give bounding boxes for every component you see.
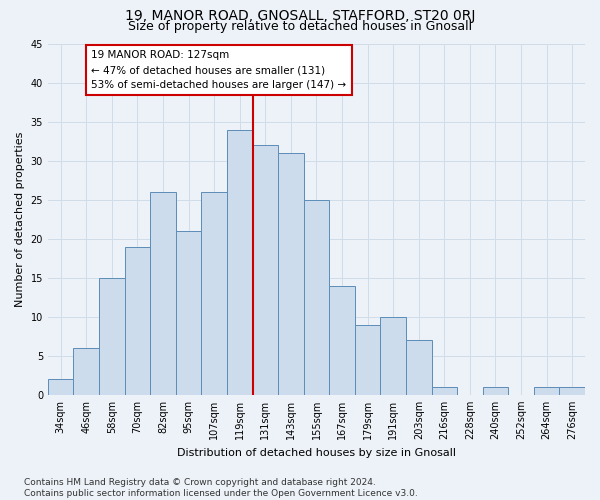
Bar: [48, 379, 73, 395]
Bar: [534, 387, 559, 395]
Bar: [99, 278, 125, 395]
Bar: [406, 340, 431, 395]
Bar: [431, 387, 457, 395]
Bar: [482, 387, 508, 395]
Bar: [176, 231, 202, 395]
Bar: [253, 146, 278, 395]
Bar: [380, 317, 406, 395]
Bar: [150, 192, 176, 395]
Bar: [355, 324, 380, 395]
Y-axis label: Number of detached properties: Number of detached properties: [15, 132, 25, 307]
Text: Contains HM Land Registry data © Crown copyright and database right 2024.
Contai: Contains HM Land Registry data © Crown c…: [24, 478, 418, 498]
Text: 19 MANOR ROAD: 127sqm
← 47% of detached houses are smaller (131)
53% of semi-det: 19 MANOR ROAD: 127sqm ← 47% of detached …: [91, 50, 347, 90]
Text: Size of property relative to detached houses in Gnosall: Size of property relative to detached ho…: [128, 20, 472, 33]
Bar: [73, 348, 99, 395]
Bar: [125, 246, 150, 395]
Bar: [202, 192, 227, 395]
Bar: [227, 130, 253, 395]
X-axis label: Distribution of detached houses by size in Gnosall: Distribution of detached houses by size …: [177, 448, 456, 458]
Bar: [304, 200, 329, 395]
Bar: [559, 387, 585, 395]
Bar: [329, 286, 355, 395]
Bar: [278, 153, 304, 395]
Text: 19, MANOR ROAD, GNOSALL, STAFFORD, ST20 0RJ: 19, MANOR ROAD, GNOSALL, STAFFORD, ST20 …: [125, 9, 475, 23]
